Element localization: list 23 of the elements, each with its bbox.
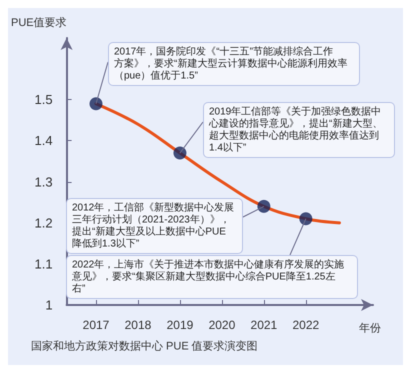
y-axis-title: PUE值要求 <box>10 16 67 29</box>
y-tick-label: 1.5 <box>34 92 53 108</box>
x-tick-label: 2020 <box>208 318 236 332</box>
y-tick-label: 1 <box>45 298 53 312</box>
y-tick-label: 1.3 <box>34 174 53 190</box>
annotation: 2017年，国务院印发《“十三五”节能减排综合工作方案》，要求“新建大型云计算数据中心能源利用效率（pue）值优于1.5” <box>114 46 348 82</box>
y-tick-label: 1.4 <box>34 133 53 148</box>
point <box>173 146 186 160</box>
y-tick-label: 1.1 <box>34 256 53 272</box>
x-tick-label: 2017 <box>82 318 110 332</box>
point <box>90 97 102 110</box>
annotation: 2022年，上海市《关于推进本市数据中心健康有序发展的实施意见》，要求“集聚区新建大型数据中心综合PUE降至1.25左右” <box>71 258 344 294</box>
text: 国家和地方政策对数据中心 PUE 值要求演变图 <box>31 340 258 352</box>
annotation: 2019年工信部等《关于加强绿色数据中心建设的指导意见》，提出“新建大型、超大型数据中心的电能使用效率值达到1.4以下” <box>208 106 382 154</box>
x-axis-title: 年份 <box>359 322 381 334</box>
point <box>299 212 312 226</box>
point <box>257 200 270 213</box>
x-tick-label: 2019 <box>166 318 194 332</box>
x-tick-label: 2021 <box>250 318 278 332</box>
x-tick-label: 2018 <box>124 318 152 332</box>
y-tick-label: 1.2 <box>34 215 53 230</box>
x-tick-label: 2022 <box>292 318 320 332</box>
annotation: 2012年，工信部《新型数据中心发展三年行动计划（2021-2023年）》，提出“新建大型及以上数据中心PUE降低到1.3以下” <box>72 202 234 250</box>
